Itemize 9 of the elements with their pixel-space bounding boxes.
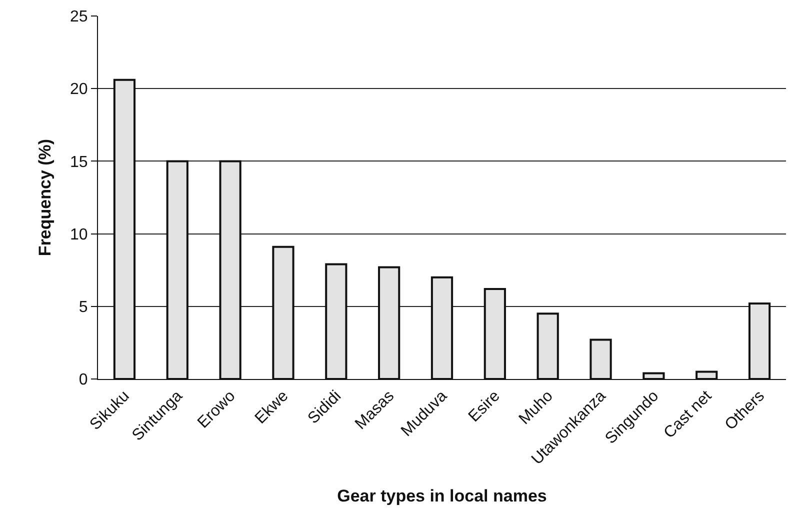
y-tick-label: 20 — [70, 81, 88, 98]
y-tick-label: 0 — [78, 372, 88, 389]
x-axis-title: Gear types in local names — [337, 486, 547, 506]
x-tick-label: Cast net — [660, 387, 716, 442]
y-tick-label: 15 — [70, 154, 88, 171]
y-tick-label: 5 — [78, 299, 88, 316]
y-tick-label: 10 — [70, 226, 88, 244]
y-tick-label: 25 — [70, 8, 88, 26]
y-axis-title: Frequency (%) — [36, 138, 55, 256]
